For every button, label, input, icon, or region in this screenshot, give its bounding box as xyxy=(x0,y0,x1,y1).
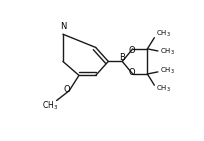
Text: CH$_3$: CH$_3$ xyxy=(160,47,175,57)
Text: N: N xyxy=(60,22,66,31)
Text: CH$_3$: CH$_3$ xyxy=(160,66,175,76)
Text: CH$_3$: CH$_3$ xyxy=(156,28,171,39)
Text: CH$_3$: CH$_3$ xyxy=(42,100,58,112)
Text: O: O xyxy=(128,68,135,77)
Text: O: O xyxy=(128,46,135,55)
Text: O: O xyxy=(64,85,70,94)
Text: B: B xyxy=(119,53,125,62)
Text: CH$_3$: CH$_3$ xyxy=(156,84,171,94)
